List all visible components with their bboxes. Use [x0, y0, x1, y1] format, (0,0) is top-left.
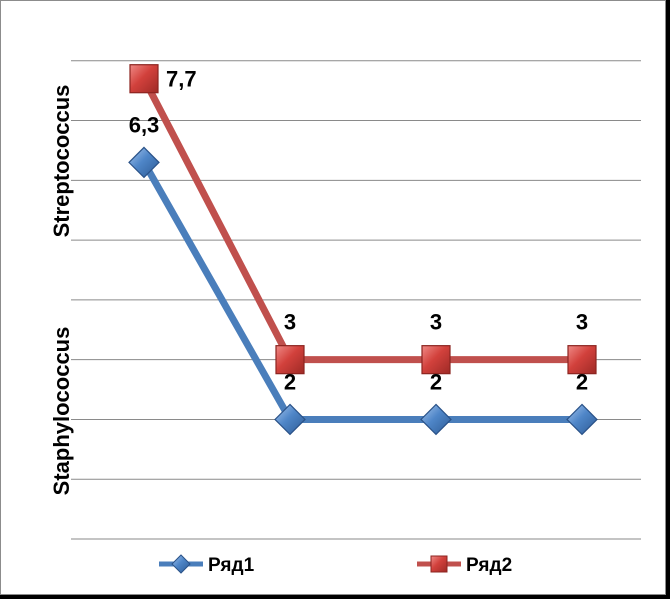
- legend-label: Ряд1: [208, 555, 255, 576]
- square-marker: [275, 345, 305, 375]
- legend: Ряд1 Ряд2: [159, 554, 512, 576]
- series-markers: [128, 64, 598, 436]
- series-line-2: [140, 75, 586, 364]
- legend-square-marker: [430, 555, 448, 573]
- series-line-1: [140, 158, 586, 423]
- series-lines: [140, 75, 586, 423]
- diamond-marker: [274, 403, 306, 436]
- legend-item-2: Ряд2: [417, 555, 512, 576]
- data-label: 7,7: [166, 67, 197, 92]
- data-label: 2: [430, 369, 442, 394]
- y-axis-text-label: Streptococcus: [49, 85, 74, 238]
- legend-item-1: Ряд1: [159, 554, 255, 576]
- y-axis-text-label: Staphylococcus: [49, 327, 74, 496]
- square-marker: [567, 345, 597, 375]
- square-marker: [129, 64, 159, 94]
- diamond-marker: [128, 146, 160, 179]
- data-label: 2: [576, 369, 588, 394]
- data-label: 2: [284, 369, 296, 394]
- data-label: 3: [576, 310, 588, 335]
- data-label: 3: [284, 310, 296, 335]
- diamond-marker: [420, 403, 452, 436]
- y-axis-text-labels: Streptococcus Staphylococcus: [49, 85, 74, 496]
- diamond-marker: [566, 403, 598, 436]
- square-marker: [421, 345, 451, 375]
- legend-label: Ряд2: [466, 555, 512, 576]
- data-label: 3: [430, 310, 442, 335]
- data-labels: 6,3 2 2 2 7,7 3 3 3: [129, 67, 588, 395]
- data-label: 6,3: [129, 112, 160, 137]
- legend-diamond-marker: [171, 554, 191, 574]
